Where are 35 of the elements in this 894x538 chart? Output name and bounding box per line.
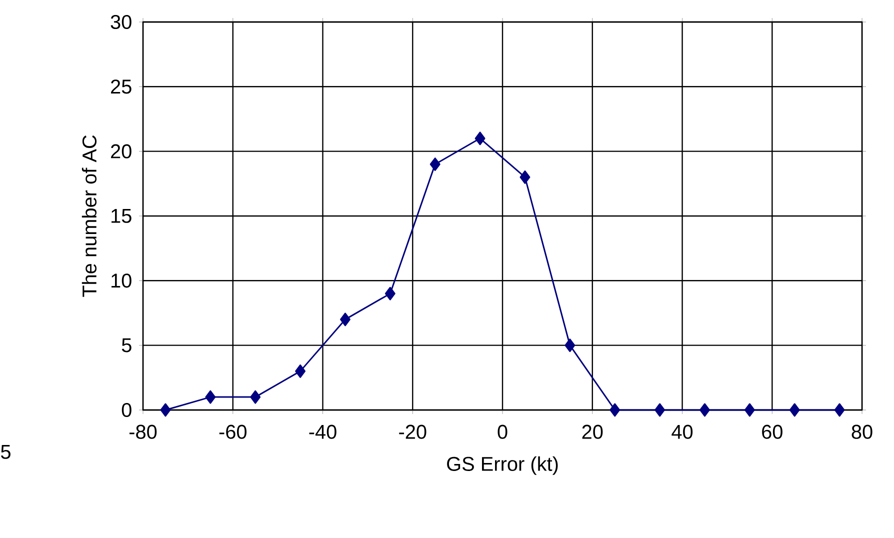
x-tick-label: 80 <box>852 424 872 439</box>
y-tick-label: 20 <box>111 144 132 158</box>
text: 5 <box>1 445 10 459</box>
y-tick-label: 0 <box>122 402 132 418</box>
x-tick-label: 60 <box>762 424 782 439</box>
y-tick-label: 25 <box>111 80 132 94</box>
point <box>474 132 486 146</box>
point <box>834 403 845 417</box>
y-axis-title: The number of AC <box>82 135 97 297</box>
x-tick-label: 20 <box>582 424 603 439</box>
point <box>384 286 396 300</box>
point <box>654 403 666 417</box>
y-tick-label: 30 <box>110 14 132 30</box>
point <box>520 170 530 184</box>
point <box>160 403 171 417</box>
x-tick-label: -40 <box>309 424 336 439</box>
point <box>205 390 216 404</box>
x-tick-label: -60 <box>219 424 246 439</box>
point <box>744 403 755 417</box>
x-tick-label: -80 <box>130 424 157 439</box>
point <box>295 364 306 378</box>
x-tick-label: 0 <box>498 424 508 439</box>
point <box>789 403 800 417</box>
point <box>340 312 350 326</box>
point <box>430 158 440 171</box>
x-tick-label: -20 <box>399 424 426 439</box>
y-tick-label: 15 <box>112 209 132 223</box>
point <box>250 390 261 404</box>
point <box>700 403 710 417</box>
point <box>610 403 620 417</box>
y-tick-label: 5 <box>122 338 132 352</box>
y-tick-label: 10 <box>112 274 132 288</box>
point <box>564 338 576 352</box>
x-tick-label: 40 <box>672 424 693 439</box>
x-axis-title: GS Error (kt) <box>447 456 558 475</box>
